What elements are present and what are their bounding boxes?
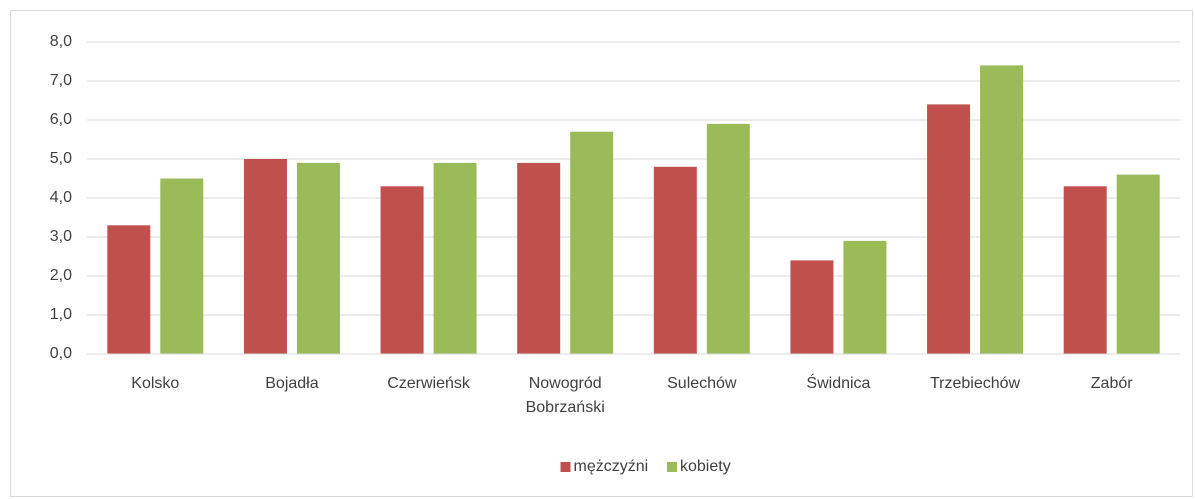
bar: [296, 162, 340, 354]
y-tick-label: 5,0: [50, 150, 72, 167]
legend-swatch: [667, 462, 677, 472]
bar: [843, 240, 887, 354]
y-tick-label: 6,0: [50, 111, 72, 128]
bar: [570, 131, 614, 354]
x-tick-label: Bojadła: [265, 375, 319, 392]
x-tick-label: Świdnica: [806, 375, 871, 392]
y-tick-label: 1,0: [50, 306, 72, 323]
bar: [517, 162, 561, 354]
bar: [706, 123, 750, 355]
bar: [243, 159, 287, 354]
x-tick-label: Czerwieńsk: [387, 375, 470, 392]
x-tick-label: Zabór: [1090, 375, 1133, 392]
legend-label: kobiety: [680, 458, 731, 475]
y-tick-label: 4,0: [50, 189, 72, 206]
bar: [653, 166, 697, 354]
bar: [980, 65, 1024, 355]
x-tick-label: Sulechów: [667, 375, 737, 392]
bar: [107, 225, 151, 354]
y-tick-label: 8,0: [50, 33, 72, 50]
y-tick-label: 2,0: [50, 267, 72, 284]
bar: [927, 104, 971, 355]
bar: [1116, 174, 1160, 354]
x-tick-label: Nowogród Bobrzański: [525, 375, 605, 416]
y-tick-label: 0,0: [50, 345, 72, 362]
legend-swatch: [560, 462, 571, 472]
x-tick-label: Kolsko: [131, 375, 180, 392]
legend-label: mężczyźni: [574, 458, 649, 475]
x-tick-label: Trzebiechów: [930, 375, 1021, 392]
bar: [160, 178, 204, 354]
bar: [433, 162, 477, 354]
y-tick-label: 3,0: [50, 228, 72, 245]
bar: [380, 186, 424, 354]
y-tick-label: 7,0: [50, 72, 72, 89]
bar: [1063, 186, 1107, 354]
bar: [790, 260, 834, 354]
